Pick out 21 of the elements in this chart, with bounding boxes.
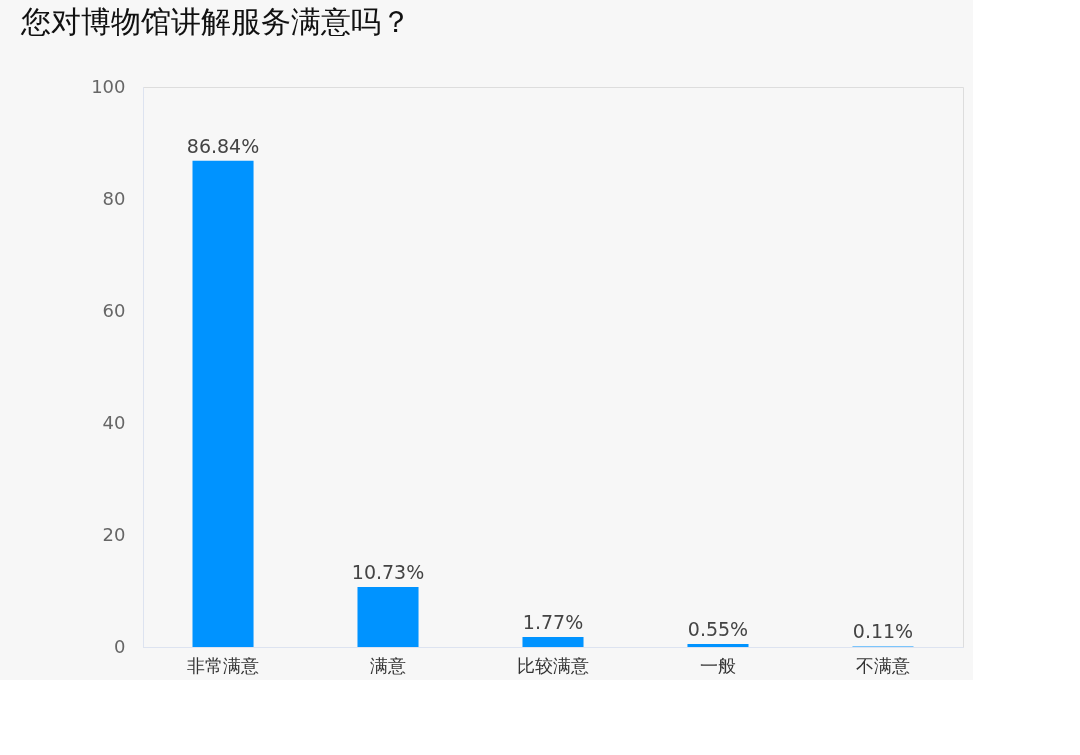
y-tick-label: 20 <box>102 523 126 545</box>
bar <box>192 160 254 647</box>
y-tick-label: 80 <box>102 187 126 209</box>
y-tick-label: 0 <box>114 635 126 657</box>
chart-title: 您对博物馆讲解服务满意吗？ <box>19 4 411 39</box>
data-label: 10.73% <box>351 560 425 583</box>
y-tick-label: 100 <box>91 75 126 97</box>
x-tick-label: 满意 <box>370 654 407 676</box>
y-tick-label: 40 <box>102 411 126 433</box>
data-label: 86.84% <box>186 134 260 157</box>
data-label: 0.11% <box>852 620 914 643</box>
bar <box>687 643 749 647</box>
data-label: 1.77% <box>522 611 584 634</box>
x-tick-label: 一般 <box>699 654 736 676</box>
bar <box>522 637 584 647</box>
data-label: 0.55% <box>687 617 749 640</box>
y-tick-label: 60 <box>102 299 126 321</box>
x-tick-label: 非常满意 <box>187 654 260 676</box>
bar <box>357 586 419 647</box>
x-tick-label: 比较满意 <box>517 654 589 676</box>
x-tick-label: 不满意 <box>855 654 910 676</box>
